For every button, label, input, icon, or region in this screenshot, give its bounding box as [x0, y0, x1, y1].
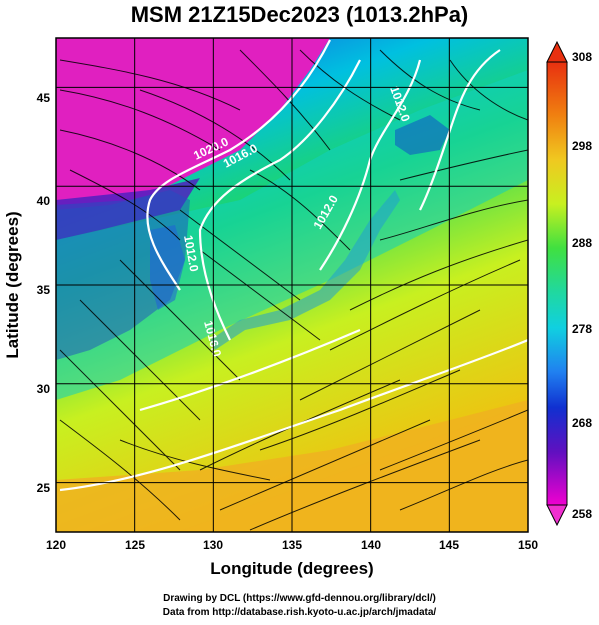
contour-label: 1012.0 [181, 234, 201, 273]
x-tick-label: 145 [439, 538, 459, 552]
isobars [59, 39, 528, 492]
x-axis-label: Longitude (degrees) [210, 559, 373, 578]
japan-land [210, 190, 400, 350]
x-tick-label: 120 [46, 538, 66, 552]
x-tick-label: 140 [361, 538, 381, 552]
x-tick-labels: 120 125 130 135 140 145 150 [46, 538, 538, 552]
x-tick-label: 125 [125, 538, 145, 552]
y-tick-label: 35 [37, 283, 51, 297]
x-tick-label: 135 [282, 538, 302, 552]
hokkaido-land [395, 115, 450, 155]
y-tick-label: 45 [37, 91, 51, 105]
y-tick-label: 25 [37, 481, 51, 495]
credit-drawing: Drawing by DCL (https://www.gfd-dennou.o… [163, 593, 436, 604]
korea-land [150, 225, 185, 310]
credit-data: Data from http://database.rish.kyoto-u.a… [162, 607, 437, 618]
plot-frame [55, 37, 529, 533]
y-axis-label: Latitude (degrees) [3, 211, 22, 358]
colorbar-tick: 308 [572, 50, 592, 64]
y-tick-labels: 25 30 35 40 45 [37, 91, 51, 495]
grid-lines [56, 38, 528, 532]
colorbar-top-arrow [546, 40, 568, 63]
colorbar-bar [546, 61, 568, 506]
cold-region-continent [56, 38, 330, 210]
map-title: MSM 21Z15Dec2023 (1013.2hPa) [130, 2, 469, 27]
y-tick-label: 30 [37, 382, 51, 396]
colorbar-tick: 258 [572, 507, 592, 521]
colorbar-tick: 268 [572, 416, 592, 430]
y-tick-label: 40 [37, 194, 51, 208]
colorbar-bottom-arrow [546, 504, 568, 527]
colorbar-tick: 288 [572, 236, 592, 250]
x-tick-label: 130 [203, 538, 223, 552]
colorbar-tick: 298 [572, 139, 592, 153]
x-tick-label: 150 [518, 538, 538, 552]
colorbar: 308 298 288 278 268 258 [546, 40, 592, 527]
colorbar-tick: 278 [572, 322, 592, 336]
